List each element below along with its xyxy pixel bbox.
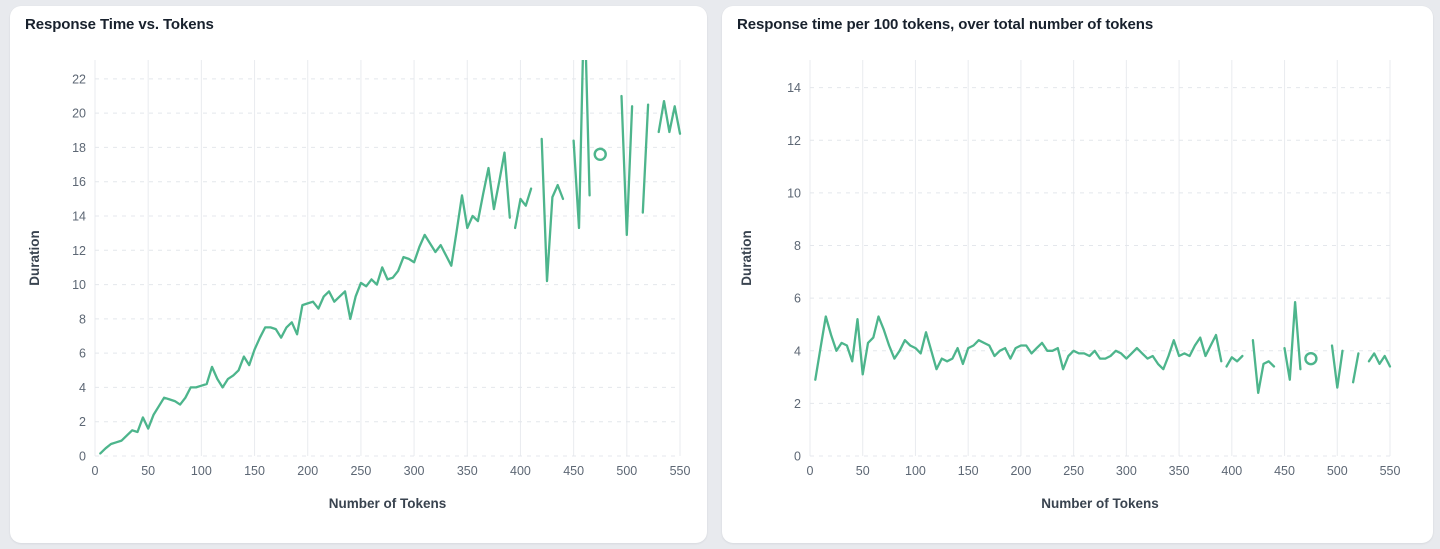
svg-text:350: 350 bbox=[457, 464, 478, 478]
gridlines bbox=[94, 60, 681, 457]
svg-text:450: 450 bbox=[563, 464, 584, 478]
x-axis-title: Number of Tokens bbox=[1041, 496, 1159, 511]
gridlines bbox=[809, 60, 1391, 457]
svg-text:12: 12 bbox=[787, 134, 801, 148]
svg-text:250: 250 bbox=[1063, 464, 1084, 478]
svg-text:18: 18 bbox=[72, 141, 86, 155]
svg-text:50: 50 bbox=[856, 464, 870, 478]
chart-title-response-time: Response Time vs. Tokens bbox=[25, 16, 214, 33]
svg-text:50: 50 bbox=[141, 464, 155, 478]
svg-text:550: 550 bbox=[670, 464, 691, 478]
svg-text:500: 500 bbox=[1327, 464, 1348, 478]
svg-text:0: 0 bbox=[92, 464, 99, 478]
series-line-segment bbox=[1351, 352, 1360, 384]
series-line-segment bbox=[1330, 344, 1344, 389]
series-line-segment bbox=[1367, 352, 1392, 368]
svg-text:8: 8 bbox=[79, 312, 86, 326]
svg-text:2: 2 bbox=[794, 397, 801, 411]
series-layer bbox=[814, 300, 1392, 395]
svg-text:10: 10 bbox=[787, 186, 801, 200]
svg-text:8: 8 bbox=[794, 239, 801, 253]
y-axis-title: Duration bbox=[739, 230, 754, 286]
svg-text:550: 550 bbox=[1380, 464, 1401, 478]
svg-text:300: 300 bbox=[1116, 464, 1137, 478]
response-per-100-tokens-chart-plot[interactable]: 0 50 100 150 200 250 300 350 400 450 500 550 0 2 4 6 8 10… bbox=[722, 6, 1433, 543]
svg-text:350: 350 bbox=[1169, 464, 1190, 478]
svg-text:500: 500 bbox=[616, 464, 637, 478]
series-line-segment bbox=[657, 99, 682, 135]
svg-text:0: 0 bbox=[79, 450, 86, 464]
svg-text:200: 200 bbox=[297, 464, 318, 478]
svg-text:14: 14 bbox=[787, 81, 801, 95]
svg-text:400: 400 bbox=[1221, 464, 1242, 478]
svg-text:14: 14 bbox=[72, 210, 86, 224]
response-time-card: Response Time vs. Tokens 0 50 100 150 200 250… bbox=[10, 6, 707, 543]
svg-text:6: 6 bbox=[79, 347, 86, 361]
svg-text:400: 400 bbox=[510, 464, 531, 478]
response-per-100-tokens-card: Response time per 100 tokens, over total… bbox=[722, 6, 1433, 543]
svg-text:10: 10 bbox=[72, 278, 86, 292]
series-line-segment bbox=[513, 187, 533, 230]
svg-text:4: 4 bbox=[794, 344, 801, 358]
x-axis-title: Number of Tokens bbox=[329, 496, 447, 511]
svg-text:100: 100 bbox=[905, 464, 926, 478]
svg-text:0: 0 bbox=[807, 464, 814, 478]
series-line-segment bbox=[620, 94, 634, 237]
svg-text:22: 22 bbox=[72, 72, 86, 86]
series-line-segment bbox=[540, 137, 565, 283]
svg-text:450: 450 bbox=[1274, 464, 1295, 478]
tick-labels: 0 50 100 150 200 250 300 350 400 450 500 550 0 2 4 6 8 10… bbox=[72, 72, 690, 478]
svg-text:20: 20 bbox=[72, 107, 86, 121]
chart-canvas: 0 50 100 150 200 250 300 350 400 450 500 550 0 2 4 6 8 10… bbox=[739, 60, 1400, 511]
svg-text:100: 100 bbox=[191, 464, 212, 478]
series-line-segment bbox=[1283, 300, 1302, 381]
svg-text:2: 2 bbox=[79, 415, 86, 429]
svg-text:150: 150 bbox=[958, 464, 979, 478]
svg-text:16: 16 bbox=[72, 175, 86, 189]
svg-text:150: 150 bbox=[244, 464, 265, 478]
series-line-segment bbox=[641, 103, 650, 214]
series-line-segment bbox=[1251, 339, 1276, 395]
chart-title-response-per-100-tokens: Response time per 100 tokens, over total… bbox=[737, 16, 1154, 33]
y-axis-title: Duration bbox=[27, 230, 42, 286]
svg-text:4: 4 bbox=[79, 381, 86, 395]
isolated-point-marker bbox=[593, 147, 607, 161]
svg-text:0: 0 bbox=[794, 450, 801, 464]
svg-text:200: 200 bbox=[1010, 464, 1031, 478]
series-line-segment bbox=[814, 315, 1223, 381]
tick-labels: 0 50 100 150 200 250 300 350 400 450 500 550 0 2 4 6 8 10… bbox=[787, 81, 1400, 478]
series-line-segment bbox=[1225, 354, 1244, 368]
svg-text:12: 12 bbox=[72, 244, 86, 258]
svg-text:300: 300 bbox=[404, 464, 425, 478]
response-time-chart-plot[interactable]: 0 50 100 150 200 250 300 350 400 450 500 550 0 2 4 6 8 10… bbox=[10, 6, 707, 543]
isolated-point-marker bbox=[1304, 351, 1318, 366]
series-layer bbox=[99, 60, 682, 455]
svg-text:250: 250 bbox=[350, 464, 371, 478]
svg-text:6: 6 bbox=[794, 292, 801, 306]
chart-canvas: 0 50 100 150 200 250 300 350 400 450 500 550 0 2 4 6 8 10… bbox=[27, 60, 690, 511]
series-line-segment bbox=[99, 151, 511, 455]
series-line-segment bbox=[572, 60, 591, 230]
